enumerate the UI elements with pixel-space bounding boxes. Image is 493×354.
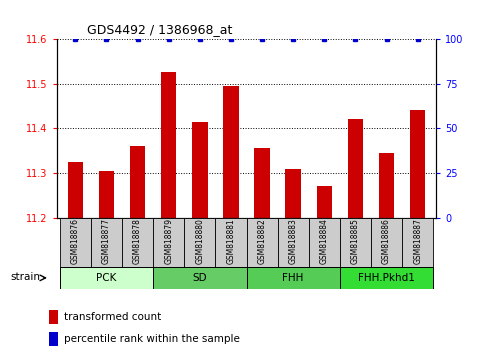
Text: GSM818879: GSM818879 xyxy=(164,218,173,264)
Bar xyxy=(379,153,394,218)
Bar xyxy=(60,267,153,289)
Bar xyxy=(99,171,114,218)
Bar xyxy=(130,146,145,218)
Bar xyxy=(122,218,153,267)
Text: GSM818878: GSM818878 xyxy=(133,218,142,264)
Text: GSM818884: GSM818884 xyxy=(320,218,329,264)
Bar xyxy=(49,310,58,324)
Bar xyxy=(68,162,83,218)
Bar xyxy=(309,218,340,267)
Bar xyxy=(215,218,246,267)
Bar xyxy=(91,218,122,267)
Bar xyxy=(153,267,246,289)
Text: GDS4492 / 1386968_at: GDS4492 / 1386968_at xyxy=(87,23,232,36)
Bar xyxy=(246,267,340,289)
Text: GSM818885: GSM818885 xyxy=(351,218,360,264)
Bar xyxy=(254,148,270,218)
Bar xyxy=(317,187,332,218)
Text: GSM818886: GSM818886 xyxy=(382,218,391,264)
Text: GSM818883: GSM818883 xyxy=(289,218,298,264)
Text: GSM818877: GSM818877 xyxy=(102,218,111,264)
Bar xyxy=(246,218,278,267)
Text: strain: strain xyxy=(10,272,40,282)
Text: SD: SD xyxy=(192,273,207,283)
Text: GSM818882: GSM818882 xyxy=(257,219,267,264)
Text: FHH: FHH xyxy=(282,273,304,283)
Bar xyxy=(184,218,215,267)
Bar xyxy=(278,218,309,267)
Text: GSM818876: GSM818876 xyxy=(71,218,80,264)
Text: GSM818880: GSM818880 xyxy=(195,218,204,264)
Text: PCK: PCK xyxy=(96,273,117,283)
Bar xyxy=(192,122,208,218)
Bar xyxy=(153,218,184,267)
Text: transformed count: transformed count xyxy=(64,312,161,322)
Bar xyxy=(348,119,363,218)
Bar xyxy=(223,86,239,218)
Bar xyxy=(161,73,176,218)
Bar xyxy=(340,218,371,267)
Text: percentile rank within the sample: percentile rank within the sample xyxy=(64,334,240,344)
Bar xyxy=(60,218,91,267)
Bar xyxy=(340,267,433,289)
Bar xyxy=(49,332,58,346)
Bar xyxy=(402,218,433,267)
Bar xyxy=(410,110,425,218)
Bar xyxy=(371,218,402,267)
Text: GSM818881: GSM818881 xyxy=(226,219,236,264)
Text: FHH.Pkhd1: FHH.Pkhd1 xyxy=(358,273,415,283)
Text: GSM818887: GSM818887 xyxy=(413,218,422,264)
Bar xyxy=(285,169,301,218)
